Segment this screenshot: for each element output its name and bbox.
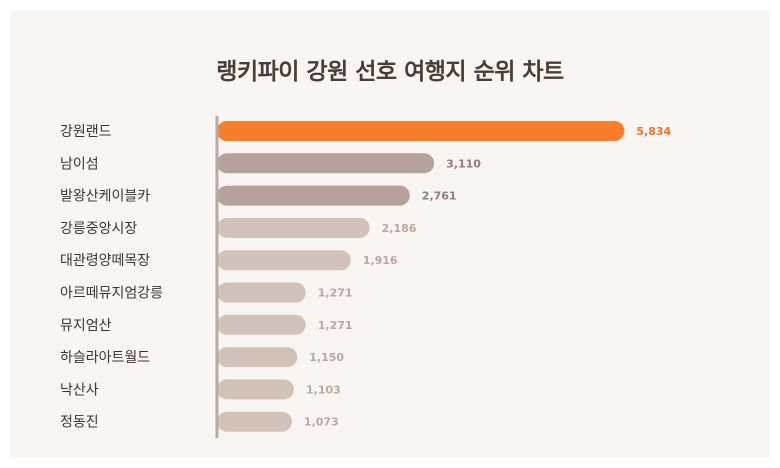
category-label: 낙산사 [60, 382, 99, 398]
bar [217, 153, 435, 174]
value-label: 5,834 [636, 125, 671, 138]
chart-background [10, 10, 770, 458]
bar [217, 347, 298, 368]
value-label: 2,186 [382, 222, 417, 235]
value-label: 1,150 [309, 351, 344, 364]
bar [217, 411, 292, 432]
bar [217, 379, 295, 400]
value-label: 1,916 [363, 254, 398, 267]
bar [217, 121, 625, 141]
value-label: 1,271 [318, 319, 353, 332]
category-label: 발왕산케이블카 [60, 189, 150, 205]
category-label: 남이섬 [60, 156, 99, 172]
value-label: 1,103 [306, 383, 341, 396]
category-label: 강원랜드 [60, 124, 112, 140]
bar [217, 314, 306, 335]
category-label: 강릉중앙시장 [60, 221, 137, 237]
value-label: 2,761 [422, 190, 457, 203]
category-label: 정동진 [60, 415, 99, 431]
category-label: 대관령양떼목장 [60, 253, 150, 269]
bar [217, 250, 351, 271]
category-label: 뮤지엄산 [60, 318, 112, 334]
bar [217, 217, 370, 238]
category-label: 하슬라아트월드 [60, 350, 150, 366]
category-label: 아르떼뮤지엄강릉 [60, 286, 163, 302]
bar [217, 282, 306, 303]
value-label: 1,073 [304, 416, 339, 429]
bar [217, 185, 410, 206]
value-label: 3,110 [446, 157, 481, 170]
value-label: 1,271 [318, 287, 353, 300]
chart-title: 랭키파이 강원 선호 여행지 순위 차트 [216, 59, 564, 85]
